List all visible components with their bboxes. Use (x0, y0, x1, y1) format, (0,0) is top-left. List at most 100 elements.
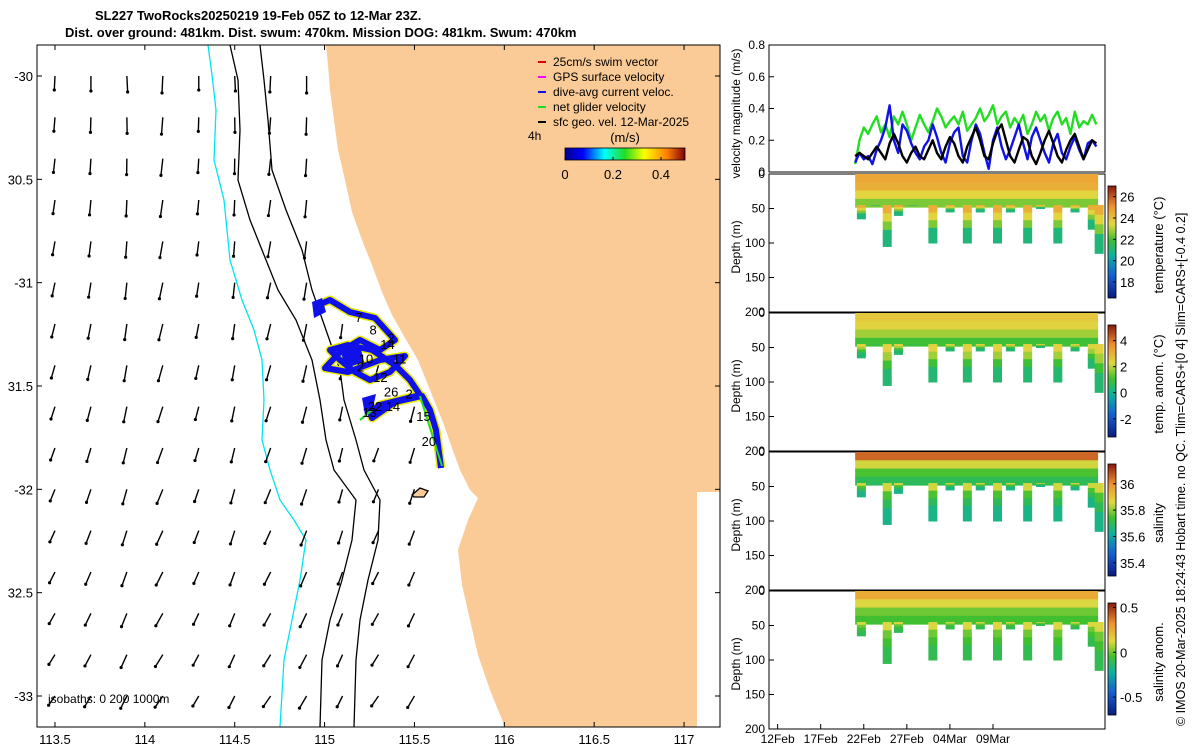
velocity-vector-head (408, 501, 412, 505)
section-data-band (893, 485, 903, 488)
velocity-vector (265, 365, 272, 380)
section-data-band (1005, 205, 1015, 207)
velocity-vector (263, 612, 272, 626)
y-tick-label: 200 (745, 444, 765, 458)
velocity-vector-head (51, 212, 55, 216)
x-tick-label: 115.5 (399, 732, 431, 747)
section-data-band (1070, 348, 1080, 351)
section-data-band (1005, 488, 1015, 491)
velocity-vector (155, 612, 164, 627)
section-data-band (1070, 485, 1080, 488)
section-data-band (1053, 622, 1063, 631)
velocity-vector-head (264, 419, 268, 423)
section-data-band (855, 468, 1099, 478)
velocity-vector-head (229, 460, 233, 464)
section-data-band (975, 627, 985, 630)
y-tick-label: 0 (758, 306, 765, 320)
velocity-vector-head (231, 295, 235, 300)
velocity-vector-head (85, 418, 89, 423)
section-data-band (1087, 641, 1097, 647)
section-data-band (908, 622, 918, 623)
section-data-band (928, 351, 938, 360)
track-day-label: 22 (368, 399, 382, 414)
y-tick-label: 0.4 (748, 102, 765, 116)
section-data-band (993, 629, 1002, 638)
section-data-band (855, 607, 1099, 617)
velocity-vector-head (301, 338, 306, 342)
y-tick-label: -30 (14, 69, 33, 84)
velocity-vector-head (49, 458, 53, 462)
velocity-vector (50, 365, 56, 379)
section-data-band (893, 209, 903, 212)
section-data-band (928, 505, 938, 514)
velocity-vector (85, 489, 92, 503)
velocity-vector (298, 695, 308, 709)
colorbar-tick-label: 0.5 (1120, 600, 1138, 615)
velocity-vector (194, 447, 200, 461)
section-data-band (1087, 487, 1097, 494)
velocity-vector (231, 406, 236, 421)
section-data-band (975, 345, 985, 348)
section-data-band (1094, 502, 1104, 513)
velocity-vector-head (303, 173, 308, 178)
section-data-band (993, 344, 1002, 353)
section-data-band (893, 350, 903, 353)
velocity-vector-head (123, 296, 127, 301)
section-data-band (1094, 234, 1104, 245)
velocity-vector (48, 571, 56, 584)
velocity-vector (194, 406, 200, 420)
section-data-band (1023, 220, 1033, 229)
velocity-vector (266, 323, 272, 339)
section-data-band (962, 622, 972, 631)
velocity-vector (336, 654, 344, 667)
velocity-vector-head (336, 623, 340, 627)
section-data-band (1053, 359, 1063, 368)
section-data-band (893, 213, 903, 216)
velocity-vector (408, 530, 416, 545)
section-data-band (975, 348, 985, 351)
velocity-vector (196, 241, 200, 256)
section-data-band (1070, 345, 1080, 348)
section-data-band (1036, 622, 1046, 624)
velocity-vector (264, 489, 272, 503)
section-data-band (928, 359, 938, 368)
section-data-band (945, 346, 955, 349)
track-day-label: 26 (384, 384, 398, 399)
velocity-vector (86, 447, 92, 462)
section-data-band (855, 329, 1099, 339)
section-data-band (856, 205, 866, 209)
section-data-band (1087, 363, 1097, 369)
land-polygon (326, 45, 720, 727)
velocity-vector-head (230, 378, 234, 382)
section-data-band (1005, 624, 1015, 627)
velocity-vector-head (156, 420, 160, 424)
section-data-band (1087, 219, 1097, 225)
velocity-vector (122, 447, 128, 463)
section-data-band (928, 374, 938, 383)
velocity-vector (338, 447, 344, 462)
velocity-vector-head (337, 459, 342, 463)
velocity-vector-head (193, 417, 197, 422)
velocity-vector (88, 199, 92, 215)
imos-credit: © IMOS 20-Mar-2025 18:24:43 Hobart time.… (1174, 212, 1188, 726)
section-data-band (856, 349, 866, 353)
x-tick-label: 114.5 (219, 732, 251, 747)
section-data-band (975, 623, 985, 626)
section-data-band (1023, 513, 1033, 522)
velocity-vector-head (158, 256, 162, 260)
section-data-band (855, 591, 1099, 600)
y-tick-label: 0.8 (748, 38, 765, 52)
section-data-band (975, 349, 985, 352)
velocity-vector (51, 282, 56, 297)
velocity-vector-head (336, 582, 340, 586)
velocity-vector-head (337, 500, 341, 504)
colorbar-tick-label: 35.8 (1120, 503, 1145, 518)
velocity-vector-head (50, 294, 54, 298)
velocity-vector-head (299, 543, 303, 547)
velocity-vector-head (191, 704, 195, 708)
velocity-vector (232, 241, 236, 257)
velocity-vector-head (154, 624, 158, 628)
velocity-vector-head (192, 540, 196, 545)
time-step-label: 4h (528, 129, 541, 143)
